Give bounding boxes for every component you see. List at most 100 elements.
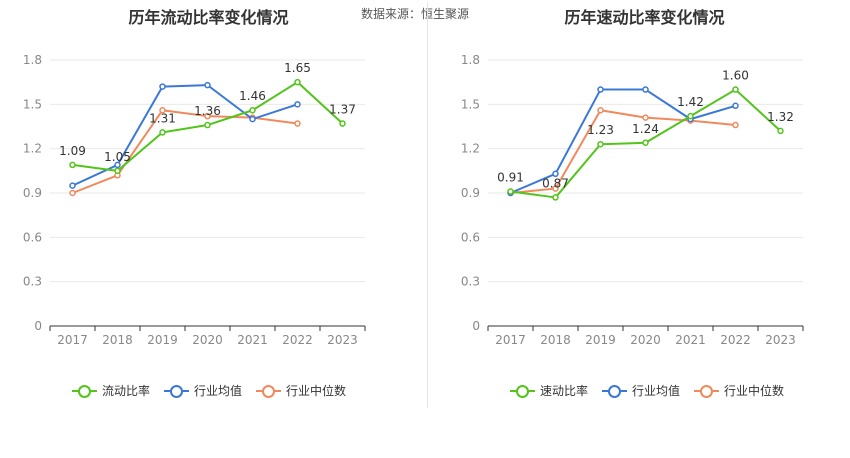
- data-point: [552, 185, 559, 192]
- data-point: [597, 86, 604, 93]
- x-tick-label: 2020: [630, 333, 661, 347]
- data-point: [159, 83, 166, 90]
- chart-legend: 流动比率 行业均值 行业中位数: [72, 382, 346, 399]
- legend-label: 行业中位数: [724, 384, 785, 398]
- data-label: 1.31: [149, 111, 176, 125]
- data-point: [777, 127, 784, 135]
- legend-item[interactable]: 行业中位数: [694, 382, 784, 399]
- current-ratio-chart-panel: 历年流动比率变化情况 0 0.3 0.6 0.9 1.2 1.5 1.8 2017 2018 20…: [23, 8, 366, 399]
- legend-marker-icon: [510, 384, 535, 398]
- data-label: 1.46: [239, 89, 266, 103]
- legend-marker-icon: [602, 384, 628, 398]
- y-tick-label: 1.8: [23, 53, 42, 67]
- chart-title: 历年流动比率变化情况: [128, 8, 289, 27]
- data-point: [552, 194, 559, 201]
- quick-ratio-chart: 0 0.3 0.6 0.9 1.2 1.5 1.8 2017 2018 2019 2020 2021 2…: [461, 53, 804, 347]
- data-label: 1.32: [767, 110, 794, 124]
- data-point: [552, 170, 559, 178]
- data-point: [114, 167, 121, 175]
- y-tick-label: 0.9: [461, 186, 480, 200]
- data-label: 1.09: [59, 144, 86, 158]
- x-tick-label: 2017: [495, 333, 526, 347]
- x-tick-label: 2021: [237, 333, 268, 347]
- data-point: [687, 112, 694, 120]
- chart-legend: 速动比率 行业均值 行业中位数: [510, 382, 784, 399]
- y-tick-label: 1.2: [461, 142, 480, 156]
- data-point: [642, 86, 649, 93]
- y-tick-label: 1.2: [23, 142, 42, 156]
- data-point: [204, 121, 211, 129]
- data-label: 1.05: [104, 150, 131, 164]
- legend-item[interactable]: 行业中位数: [256, 382, 346, 399]
- x-tick-label: 2022: [720, 333, 751, 347]
- series-line: [72, 109, 298, 194]
- x-tick-label: 2020: [192, 333, 223, 347]
- legend-label: 行业中位数: [286, 384, 347, 398]
- data-point: [294, 101, 301, 108]
- x-tick-label: 2019: [147, 333, 178, 347]
- data-label: 1.65: [284, 61, 311, 75]
- legend-item[interactable]: 行业均值: [602, 382, 680, 399]
- data-point: [294, 78, 301, 86]
- x-tick-label: 2022: [282, 333, 313, 347]
- data-point: [69, 182, 76, 189]
- data-point: [114, 161, 121, 169]
- x-tick-label: 2018: [102, 333, 133, 347]
- data-point: [249, 115, 256, 123]
- data-point: [732, 86, 739, 93]
- legend-label: 速动比率: [540, 384, 589, 398]
- legend-label: 流动比率: [102, 384, 151, 398]
- y-tick-label: 0: [34, 319, 42, 333]
- y-tick-label: 0.9: [23, 186, 42, 200]
- data-point: [597, 106, 604, 114]
- data-point: [732, 121, 739, 129]
- data-point: [339, 120, 346, 127]
- y-tick-label: 0.6: [461, 230, 480, 244]
- legend-marker-icon: [72, 384, 97, 398]
- y-tick-label: 0.3: [461, 275, 480, 289]
- y-tick-label: 0.3: [23, 275, 42, 289]
- y-tick-label: 0: [472, 319, 480, 333]
- y-tick-label: 0.6: [23, 230, 42, 244]
- data-point: [642, 139, 649, 147]
- legend-label: 行业均值: [632, 384, 681, 398]
- legend-label: 行业均值: [194, 384, 243, 398]
- data-source-label: 数据来源：恒生聚源: [361, 7, 470, 21]
- series-line: [510, 109, 736, 194]
- data-label: 1.23: [587, 123, 614, 137]
- legend-item[interactable]: 速动比率: [510, 382, 588, 399]
- quick-ratio-chart-panel: 历年速动比率变化情况 0 0.3 0.6 0.9 1.2 1.5 1.8 2017 2018 20…: [425, 0, 850, 458]
- x-tick-label: 2018: [540, 333, 571, 347]
- chart-title: 历年速动比率变化情况: [564, 8, 725, 27]
- data-label: 1.24: [632, 122, 659, 136]
- legend-item[interactable]: 行业均值: [164, 382, 242, 399]
- y-tick-label: 1.5: [461, 97, 480, 111]
- x-tick-label: 2023: [327, 333, 358, 347]
- series-line: [72, 84, 298, 187]
- data-point: [204, 112, 211, 120]
- legend-item[interactable]: 流动比率: [72, 382, 150, 399]
- data-point: [249, 106, 256, 114]
- series-line: [510, 88, 736, 194]
- data-point: [597, 140, 604, 148]
- data-point: [507, 188, 514, 195]
- data-point: [642, 114, 649, 121]
- data-label: 0.87: [542, 176, 569, 190]
- data-label: 1.36: [194, 104, 221, 118]
- data-point: [294, 120, 301, 127]
- legend-marker-icon: [256, 384, 282, 398]
- legend-marker-icon: [164, 384, 190, 398]
- panel-divider: [427, 2, 428, 408]
- data-point: [204, 81, 211, 89]
- data-point: [69, 161, 76, 169]
- y-tick-label: 1.8: [461, 53, 480, 67]
- data-label: 1.42: [677, 95, 704, 109]
- data-point: [69, 189, 76, 197]
- data-point: [732, 102, 739, 110]
- y-tick-label: 1.5: [23, 97, 42, 111]
- data-label: 0.91: [497, 171, 524, 185]
- data-label: 1.60: [722, 69, 749, 83]
- x-tick-label: 2023: [765, 333, 796, 347]
- data-point: [159, 129, 166, 136]
- x-tick-label: 2019: [585, 333, 616, 347]
